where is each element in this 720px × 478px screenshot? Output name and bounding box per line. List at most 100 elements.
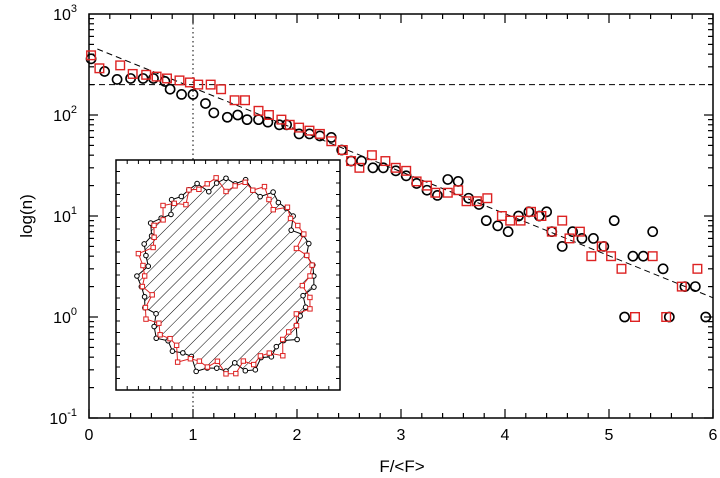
inset-hatched-region	[136, 178, 314, 372]
inset-red-marker	[270, 207, 276, 213]
inset-red-marker	[139, 283, 146, 290]
data-point-square	[205, 79, 216, 90]
inset-black-marker	[300, 292, 306, 299]
data-point-square	[692, 263, 703, 274]
inset-red-marker	[250, 361, 257, 368]
data-point-circle	[502, 226, 514, 238]
data-point-circle	[608, 215, 620, 227]
data-point-circle	[463, 192, 474, 204]
inset-red-marker	[150, 244, 156, 251]
inset-red-marker	[279, 336, 286, 343]
y-tick-exponent: -1	[67, 407, 77, 419]
inset-red-marker	[196, 358, 203, 364]
inset-red-marker	[307, 294, 313, 301]
inset-black-marker	[213, 180, 220, 186]
inset-black-marker	[193, 368, 199, 375]
inset-black-marker	[143, 252, 149, 259]
inset-red-marker	[309, 262, 315, 268]
inset-black-marker	[153, 335, 160, 342]
inset-red-marker	[149, 292, 155, 298]
inset-red-marker	[287, 215, 294, 222]
inset-red-marker	[141, 273, 148, 279]
data-point-square	[239, 95, 250, 106]
inset-red-marker	[143, 316, 149, 322]
inset-red-marker	[307, 273, 313, 279]
x-tick-label: 1	[189, 427, 198, 444]
data-point-circle	[431, 189, 443, 201]
data-point-square	[86, 50, 97, 61]
inset-black-marker	[151, 323, 157, 330]
data-point-circle	[627, 250, 639, 262]
inset-red-marker	[280, 353, 286, 359]
inset-red-marker	[140, 262, 146, 269]
inset-black-marker	[206, 188, 212, 195]
data-point-circle	[367, 162, 379, 174]
data-point-square	[390, 162, 401, 173]
inset-red-marker	[160, 202, 166, 209]
data-point-circle	[253, 114, 264, 126]
y-tick-label: 10-1	[49, 407, 77, 428]
data-point-square	[174, 75, 185, 86]
data-point-circle	[663, 311, 675, 323]
inset-red-marker	[151, 222, 157, 229]
data-point-square	[94, 63, 105, 74]
data-point-circle	[411, 178, 422, 189]
inset-red-marker	[167, 335, 173, 342]
data-point-circle	[232, 109, 244, 121]
inset-red-marker	[174, 359, 181, 365]
y-tick-base: 10	[53, 310, 71, 327]
inset-black-marker	[275, 199, 282, 206]
data-point-square	[161, 73, 172, 84]
y-tick-base: 10	[49, 411, 67, 428]
inset-black-marker	[223, 175, 229, 182]
data-point-square	[216, 84, 227, 95]
data-point-square	[496, 210, 507, 221]
data-point-square	[596, 241, 607, 252]
y-tick-exponent: 0	[71, 306, 77, 318]
data-point-circle	[588, 233, 599, 244]
data-point-square	[453, 185, 464, 196]
data-point-square	[586, 251, 597, 262]
data-point-square	[253, 105, 264, 116]
data-point-square	[564, 233, 575, 244]
inset-red-marker	[307, 306, 313, 312]
inset-panel	[115, 159, 341, 391]
inset-black-marker	[257, 193, 263, 200]
data-point-circle	[187, 88, 199, 100]
inset-black-marker	[153, 310, 159, 317]
data-point-square	[574, 226, 585, 237]
data-point-square	[661, 312, 672, 323]
data-point-circle	[657, 263, 669, 275]
inset-black-marker	[288, 227, 294, 233]
inset-red-marker	[151, 234, 157, 240]
data-point-square	[346, 156, 357, 167]
data-point-circle	[208, 107, 220, 119]
inset-red-marker	[285, 329, 292, 335]
data-point-square	[461, 196, 472, 207]
inset-black-marker	[194, 180, 200, 187]
x-tick-label: 3	[397, 427, 406, 444]
data-point-square	[276, 114, 287, 125]
inset-red-marker	[223, 188, 229, 195]
data-point-square	[676, 281, 687, 292]
inset-red-marker	[196, 186, 202, 193]
data-point-square	[284, 119, 295, 130]
y-tick-base: 10	[53, 7, 71, 24]
data-point-square	[430, 187, 441, 198]
series-squares	[86, 50, 703, 323]
inset-black-marker	[168, 211, 174, 218]
inset-red-marker	[186, 187, 192, 193]
inset-red-marker	[187, 356, 194, 362]
data-point-circle	[99, 66, 110, 77]
data-point-square	[337, 145, 348, 156]
data-point-circle	[111, 74, 123, 85]
data-point-square	[401, 165, 412, 176]
data-point-circle	[556, 241, 568, 252]
data-point-circle	[85, 53, 97, 65]
inset-red-marker	[213, 175, 219, 181]
data-point-square	[229, 95, 240, 106]
inset-black-marker	[141, 241, 147, 247]
inset-black-marker	[252, 367, 259, 373]
data-point-circle	[473, 199, 485, 210]
data-point-circle	[345, 155, 357, 167]
